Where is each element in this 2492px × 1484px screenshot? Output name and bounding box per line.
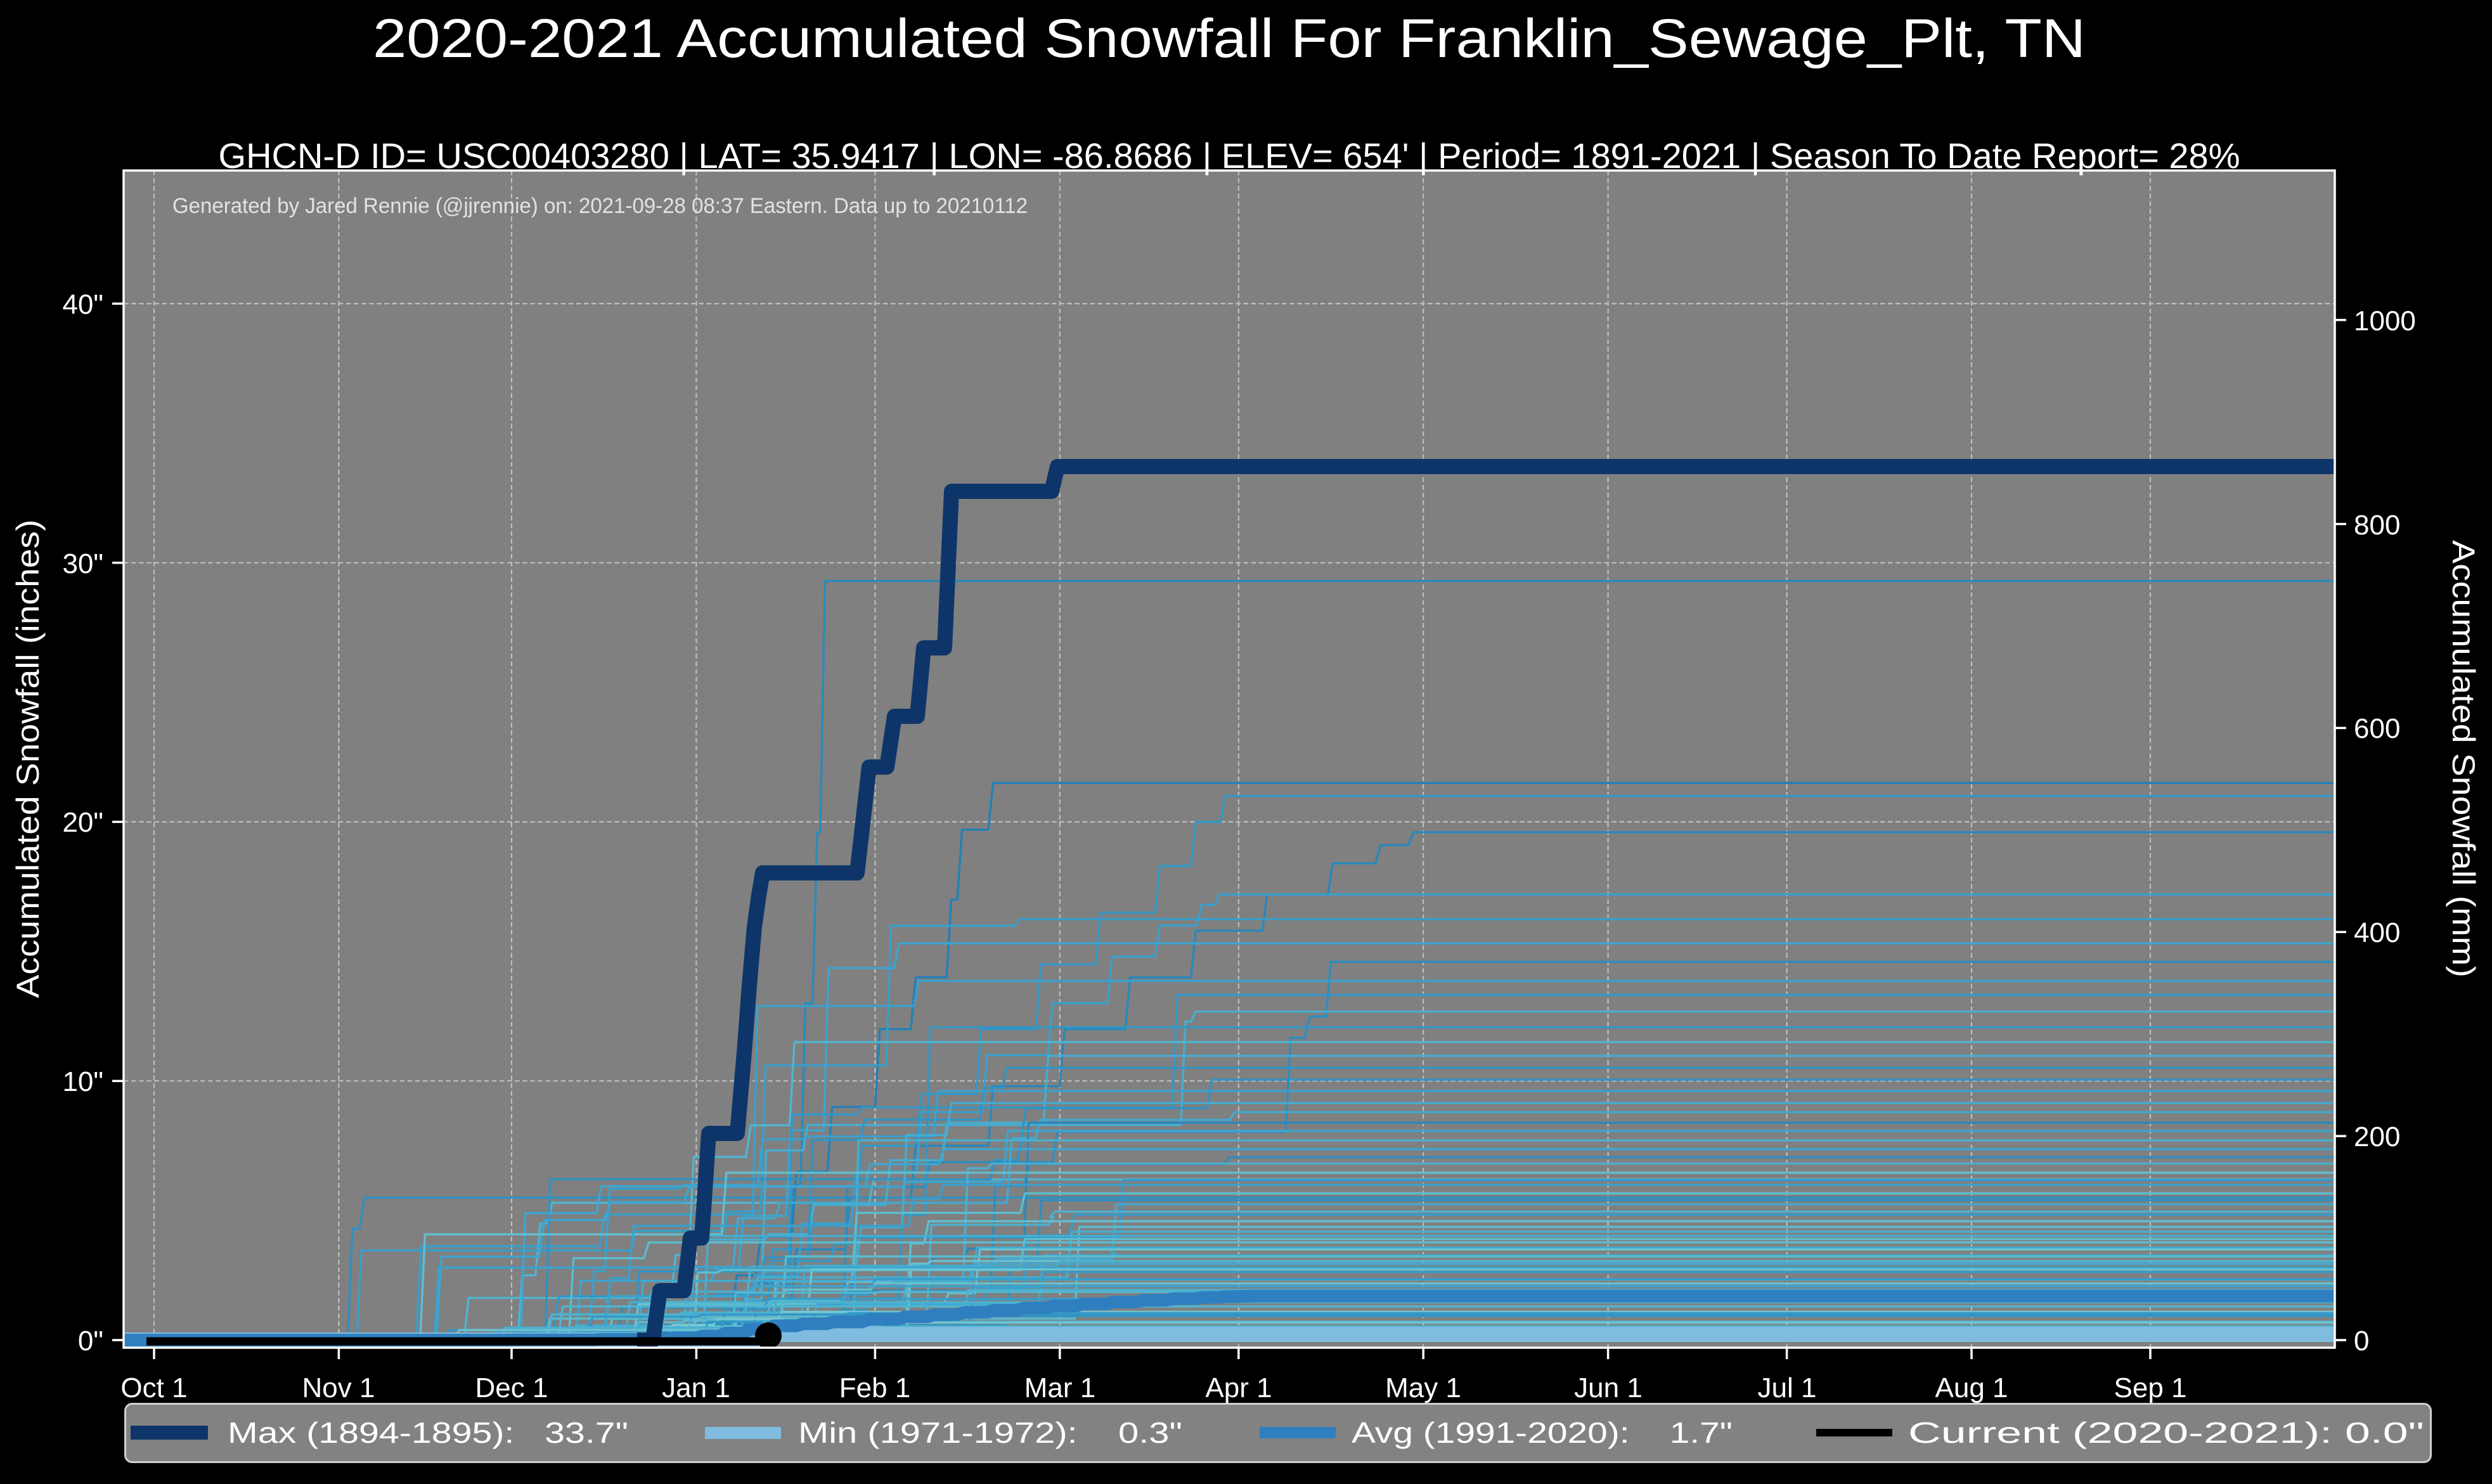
svg-text:Accumulated Snowfall (inches): Accumulated Snowfall (inches) xyxy=(10,520,46,998)
svg-text:Jul 1: Jul 1 xyxy=(1758,1372,1817,1403)
svg-text:Sep 1: Sep 1 xyxy=(2114,1372,2187,1403)
svg-text:1000: 1000 xyxy=(2354,306,2416,337)
svg-text:May 1: May 1 xyxy=(1385,1372,1461,1403)
svg-text:Apr 1: Apr 1 xyxy=(1205,1372,1272,1403)
svg-text:Dec 1: Dec 1 xyxy=(475,1372,548,1403)
svg-text:800: 800 xyxy=(2354,510,2400,541)
svg-text:10": 10" xyxy=(62,1066,103,1097)
svg-text:400: 400 xyxy=(2354,917,2400,948)
svg-text:0": 0" xyxy=(78,1326,103,1357)
svg-text:40": 40" xyxy=(62,289,103,320)
svg-text:Jun 1: Jun 1 xyxy=(1574,1372,1643,1403)
svg-text:200: 200 xyxy=(2354,1121,2400,1152)
svg-text:Min (1971-1972): 0.3": Min (1971-1972): 0.3" xyxy=(798,1416,1182,1449)
svg-text:Jan 1: Jan 1 xyxy=(662,1372,730,1403)
svg-text:Max (1894-1895): 33.7": Max (1894-1895): 33.7" xyxy=(228,1416,628,1449)
svg-text:Nov 1: Nov 1 xyxy=(302,1372,375,1403)
svg-text:Generated by Jared Rennie (@jj: Generated by Jared Rennie (@jjrennie) on… xyxy=(172,194,1028,218)
svg-text:Accumulated Snowfall (mm): Accumulated Snowfall (mm) xyxy=(2446,540,2481,978)
svg-text:GHCN-D ID= USC00403280 | LAT=: GHCN-D ID= USC00403280 | LAT= 35.9417 | … xyxy=(219,136,2240,176)
svg-text:Avg (1991-2020): 1.7": Avg (1991-2020): 1.7" xyxy=(1352,1416,1733,1449)
svg-text:600: 600 xyxy=(2354,713,2400,744)
svg-text:30": 30" xyxy=(62,548,103,579)
svg-text:Oct 1: Oct 1 xyxy=(120,1372,187,1403)
svg-text:Feb 1: Feb 1 xyxy=(839,1372,911,1403)
svg-text:Aug 1: Aug 1 xyxy=(1935,1372,2008,1403)
svg-text:0: 0 xyxy=(2354,1326,2369,1357)
svg-text:Current (2020-2021): 0.0": Current (2020-2021): 0.0" xyxy=(1908,1416,2424,1449)
svg-text:20": 20" xyxy=(62,807,103,838)
svg-text:2020-2021 Accumulated Snowfall: 2020-2021 Accumulated Snowfall For Frank… xyxy=(373,8,2086,69)
svg-text:Mar 1: Mar 1 xyxy=(1024,1372,1095,1403)
